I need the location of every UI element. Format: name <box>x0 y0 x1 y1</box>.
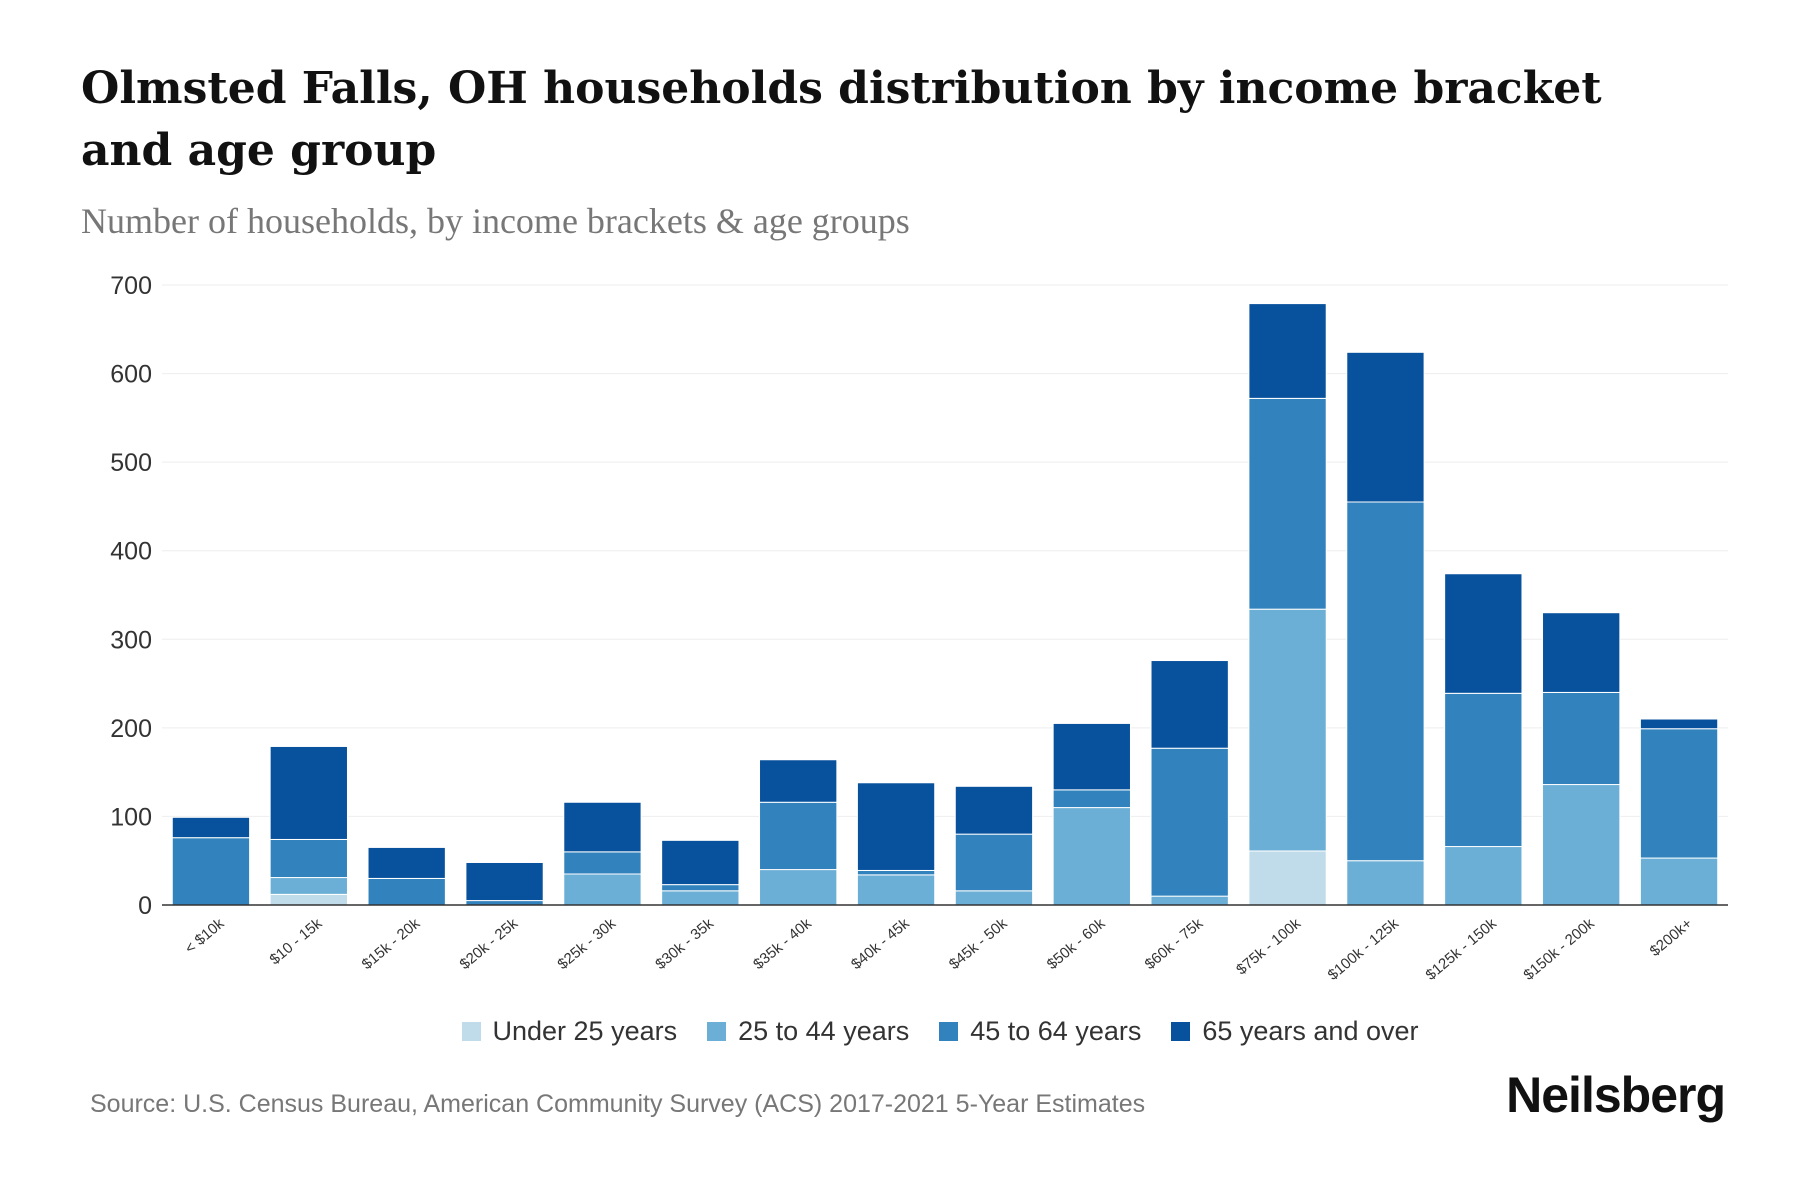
bar-segment <box>1444 573 1523 694</box>
legend-swatch <box>939 1022 959 1041</box>
x-tick-label: $40k - 45k <box>848 915 913 973</box>
bar-segment <box>1346 501 1425 862</box>
legend-swatch <box>707 1022 727 1041</box>
bar-segment <box>661 839 740 886</box>
legend-label: 25 to 44 years <box>738 1016 910 1046</box>
bar-segment <box>954 833 1034 892</box>
bar-segment <box>563 873 642 906</box>
x-tick-label: $50k - 60k <box>1044 915 1109 973</box>
x-tick-label: < $10k <box>182 915 228 958</box>
x-tick-label: $200k+ <box>1647 915 1696 960</box>
bar-segment <box>269 877 348 895</box>
bar-segment <box>1346 860 1425 906</box>
bar-segment <box>269 745 348 840</box>
bar-segment <box>171 816 251 839</box>
bar-segment <box>171 837 251 906</box>
bar-segment <box>856 869 936 876</box>
bar-segment <box>856 782 936 871</box>
chart-title: Olmsted Falls, OH households distributio… <box>81 63 1602 176</box>
bar-segment <box>1346 351 1425 503</box>
bar-segment <box>269 838 348 879</box>
bar-segment <box>759 869 838 906</box>
bar-segment <box>1052 722 1131 791</box>
x-tick-label: $75k - 100k <box>1233 915 1304 979</box>
legend-item: 65 years and over <box>1171 1016 1419 1047</box>
bar-segment <box>954 890 1034 906</box>
x-tick-label: $35k - 40k <box>750 915 815 973</box>
chart-subtitle: Number of households, by income brackets… <box>81 201 910 241</box>
legend-label: 65 years and over <box>1202 1016 1419 1046</box>
x-tick-label: $10 - 15k <box>267 915 326 969</box>
bar-segment <box>1150 660 1229 749</box>
x-tick-label: $100k - 125k <box>1325 915 1403 984</box>
bar-segment <box>1639 728 1719 859</box>
bar-segment <box>1444 692 1523 848</box>
x-tick-label: $125k - 150k <box>1423 915 1501 984</box>
brand-logo: Neilsberg <box>1506 1067 1726 1123</box>
legend-item: Under 25 years <box>461 1016 678 1047</box>
x-tick-label: $45k - 50k <box>946 915 1011 973</box>
bar-segment <box>465 861 544 902</box>
bar-segment <box>269 893 348 906</box>
source-note: Source: U.S. Census Bureau, American Com… <box>90 1090 1146 1118</box>
bar-segment <box>954 785 1034 835</box>
legend-label: 45 to 64 years <box>970 1016 1142 1046</box>
bar-segment <box>563 851 642 875</box>
y-tick-label: 300 <box>110 626 152 654</box>
bar-segment <box>563 801 642 853</box>
bar-segment <box>1542 784 1621 906</box>
x-tick-label: $15k - 20k <box>359 915 424 973</box>
x-tick-label: $25k - 30k <box>554 915 619 973</box>
chart-plot: 0 100 200 300 400 500 600 700 < $10k $10 - 15k $15… <box>110 272 1728 984</box>
bar-segment <box>661 890 740 906</box>
bar-segment <box>1542 691 1621 786</box>
x-tick-label: $30k - 35k <box>652 915 717 973</box>
legend-item: 45 to 64 years <box>939 1016 1141 1047</box>
x-tick-label: $60k - 75k <box>1142 915 1207 973</box>
bar-segment <box>1444 846 1523 906</box>
legend-swatch <box>461 1022 481 1041</box>
bar-segment <box>367 846 446 879</box>
bar-segment <box>856 874 936 906</box>
bar-segment <box>1639 857 1719 906</box>
bar-segment <box>1150 895 1229 906</box>
x-tick-label: $150k - 200k <box>1520 915 1598 984</box>
bar-segment <box>1248 397 1327 610</box>
bar-segment <box>367 877 446 906</box>
bar-segment <box>1248 608 1327 852</box>
y-tick-label: 400 <box>110 538 152 566</box>
bar-segment <box>759 759 838 803</box>
y-tick-label: 200 <box>110 715 152 743</box>
legend: Under 25 years 25 to 44 years 45 to 64 yea… <box>0 1016 1800 1047</box>
y-tick-label: 500 <box>110 449 152 477</box>
y-tick-label: 100 <box>110 803 152 831</box>
legend-item: 25 to 44 years <box>707 1016 909 1047</box>
legend-swatch <box>1171 1022 1191 1041</box>
x-tick-label: $20k - 25k <box>457 915 522 973</box>
bar-segment <box>759 801 838 871</box>
bar-segment <box>1639 718 1719 730</box>
y-tick-label: 700 <box>110 272 152 300</box>
bar-segment <box>1248 850 1327 906</box>
bar-segment <box>1052 807 1131 906</box>
bar-segment <box>1248 303 1327 399</box>
legend-label: Under 25 years <box>492 1016 678 1046</box>
y-tick-label: 600 <box>110 361 152 389</box>
y-tick-label: 0 <box>138 892 152 920</box>
bar-segment <box>661 884 740 892</box>
bar-segment <box>1542 612 1621 693</box>
bar-segment <box>1150 747 1229 897</box>
bar-segment <box>1052 789 1131 809</box>
